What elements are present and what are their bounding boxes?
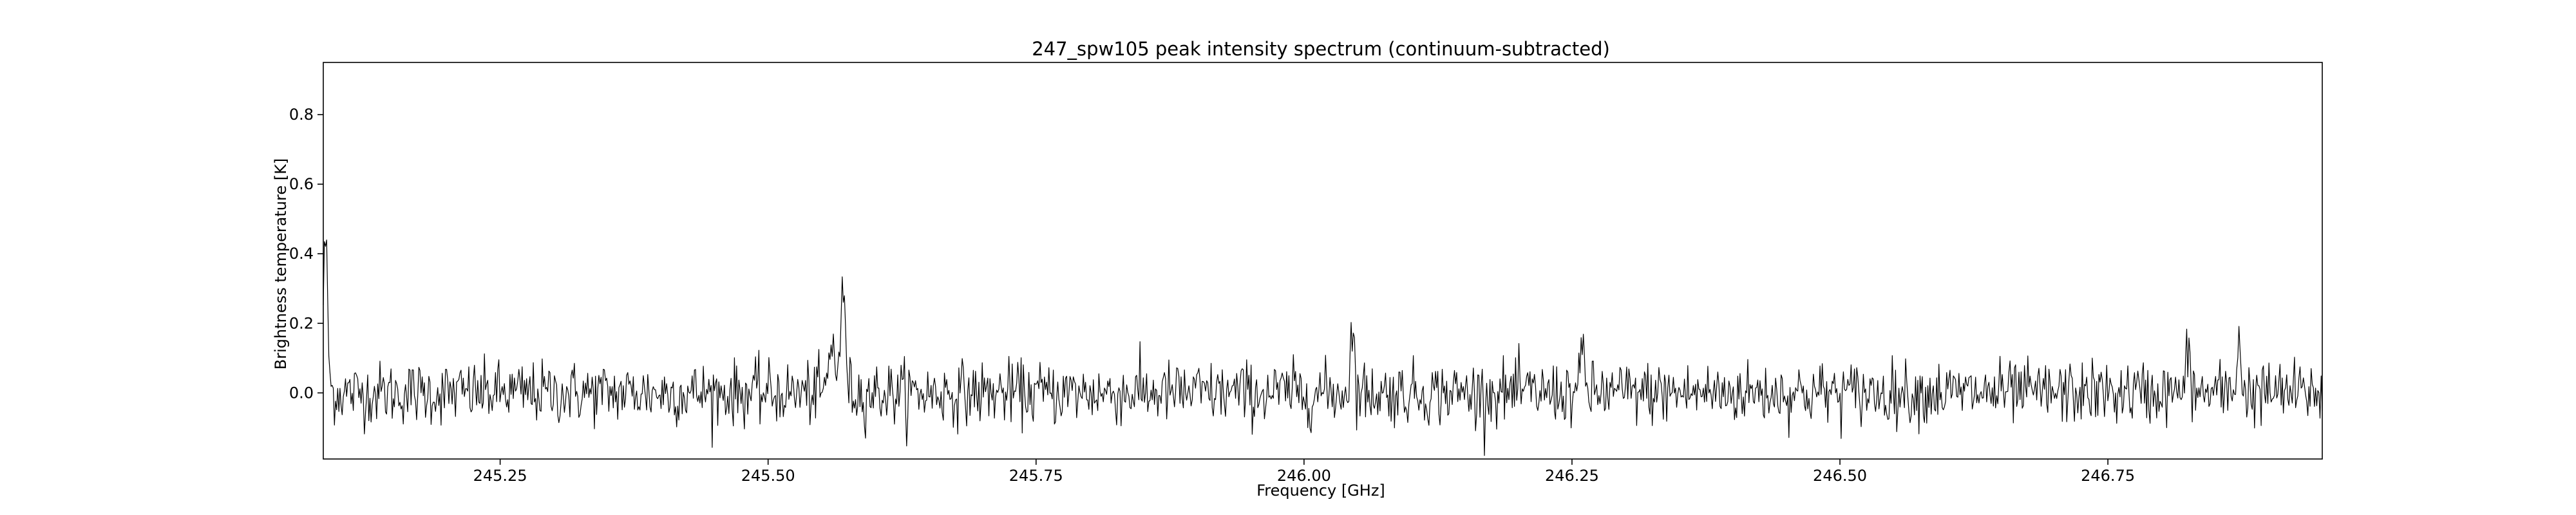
x-tick-label: 246.00 [1277,467,1331,485]
plot-frame [323,62,2323,460]
y-tick-label: 0.0 [289,384,314,402]
x-tick-label: 245.50 [741,467,795,485]
y-tick-label: 0.6 [289,175,314,193]
x-tick-label: 246.25 [1545,467,1599,485]
chart-title: 247_spw105 peak intensity spectrum (cont… [1032,38,1610,60]
spectrum-line [323,239,2323,456]
y-tick-label: 0.2 [289,314,314,332]
x-tick-label: 245.25 [473,467,527,485]
y-axis-label: Brightness temperature [K] [272,158,290,370]
y-tick-label: 0.8 [289,106,314,124]
x-ticks: 245.25 245.50 245.75 246.00 246.25 246.50 246.… [473,459,2135,485]
y-tick-label: 0.4 [289,245,314,263]
series-group [323,239,2323,456]
x-axis-label: Frequency [GHz] [1256,482,1385,500]
y-ticks: 0.0 0.2 0.4 0.6 0.8 [289,106,323,402]
x-tick-label: 246.75 [2081,467,2135,485]
x-tick-label: 245.75 [1009,467,1063,485]
x-tick-label: 246.50 [1813,467,1867,485]
